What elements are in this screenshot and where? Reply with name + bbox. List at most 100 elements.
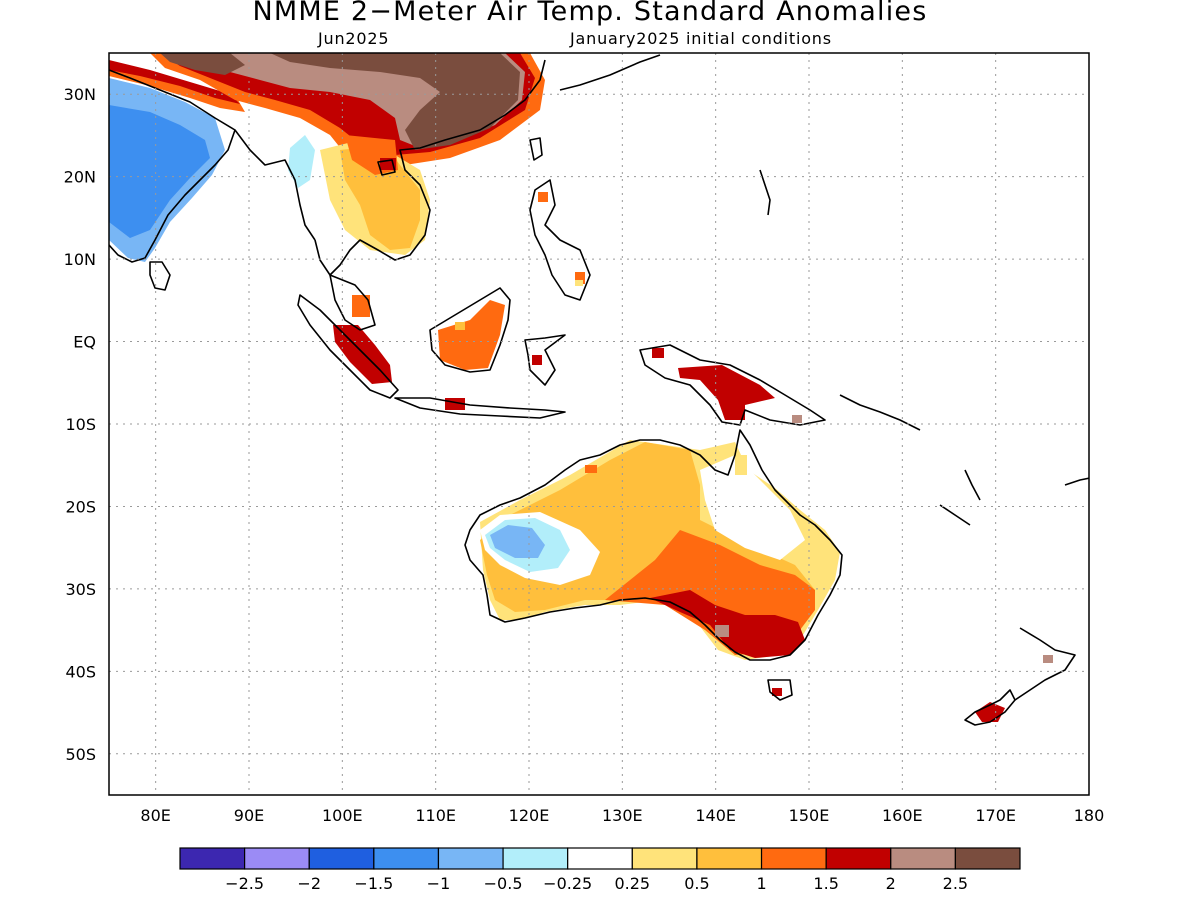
new-guinea-tan-cell [792, 415, 802, 423]
axis-labels: 80E 90E 100E 110E 120E 130E 140E 150E 160E 170E 18… [64, 85, 1105, 825]
china-brown-area [270, 53, 520, 150]
colorbar-label: 0.25 [614, 874, 650, 893]
mindanao-warm-cell [575, 272, 585, 284]
philippines-coast [529, 179, 591, 301]
china-brown-west [160, 53, 245, 75]
colorbar-label: −1.5 [354, 874, 393, 893]
borneo-light-cell [455, 322, 465, 330]
sri-lanka-coast [149, 261, 171, 291]
myanmar-cold-pocket [288, 135, 315, 188]
new-caledonia-coast [939, 504, 971, 526]
borneo-warm-area [438, 300, 505, 370]
colorbar-label: 2 [886, 874, 896, 893]
mariana-islands [759, 169, 771, 216]
colorbar-swatch [567, 847, 633, 870]
lon-tick-label: 130E [602, 806, 643, 825]
lon-tick-label: 150E [789, 806, 830, 825]
tasmania-coast [767, 679, 793, 701]
fiji-coast [1064, 477, 1089, 486]
nz-south-coast [964, 689, 1016, 726]
lon-tick-label: 140E [695, 806, 736, 825]
new-guinea-warm-area [678, 365, 775, 420]
initial-conditions-label: January2025 initial conditions [570, 29, 832, 48]
lat-tick-label: 40S [65, 662, 96, 681]
luzon-warm-cell [538, 192, 548, 202]
sulawesi-coast [524, 334, 566, 386]
colorbar-swatch [308, 847, 375, 870]
lon-tick-label: 90E [234, 806, 264, 825]
lon-tick-label: 160E [882, 806, 923, 825]
colorbar-swatch [696, 847, 763, 870]
lat-tick-label: 50S [65, 745, 96, 764]
colorbar-swatch [437, 847, 504, 870]
colorbar-swatch [179, 847, 246, 870]
lat-tick-label: 10N [64, 250, 96, 269]
hainan-coast [377, 159, 396, 176]
forecast-month-label: Jun2025 [318, 29, 390, 48]
lon-tick-label: 170E [975, 806, 1016, 825]
colorbar-label: 1.5 [813, 874, 838, 893]
colorbar-label: 1 [756, 874, 766, 893]
coastlines [109, 54, 1089, 726]
india-coast [109, 69, 236, 263]
australia-tan-cell [715, 625, 729, 637]
malaya-warm-cell [352, 295, 370, 317]
sumatra-coast [297, 294, 399, 399]
sumatra-warm-area [333, 325, 392, 384]
australia-red-southeast [650, 590, 805, 658]
colorbar-swatch [373, 847, 440, 870]
sulawesi-warm-cell [532, 355, 542, 365]
taiwan-coast [529, 137, 543, 161]
anomaly-fields [109, 53, 1053, 722]
colorbar-label: 2.5 [943, 874, 968, 893]
new-guinea-west-cell [652, 348, 664, 358]
colorbar-label: −1 [427, 874, 451, 893]
australia-east-neutral [700, 455, 805, 560]
lon-tick-label: 80E [140, 806, 170, 825]
colorbar-swatch [890, 847, 956, 870]
java-coast [394, 397, 566, 419]
indochina-orange [340, 145, 420, 250]
map-title: NMME 2−Meter Air Temp. Standard Anomalie… [252, 0, 928, 27]
colorbar-label: −0.5 [484, 874, 523, 893]
colorbar-swatch [502, 847, 569, 870]
japan-ryukyu-coast [559, 54, 661, 91]
australia-west-cold-core [490, 525, 545, 558]
colorbar-swatch [760, 847, 827, 870]
lat-tick-label: 20N [64, 168, 96, 187]
map-frame [108, 52, 1090, 796]
lon-tick-label: 100E [322, 806, 363, 825]
colorbar: −2.5 −2 −1.5 −1 −0.5 −0.25 0.25 0.5 1 1.5 2 2.5 [179, 847, 1021, 893]
india-core-cold [109, 105, 210, 238]
borneo-coast [429, 287, 511, 373]
himalaya-red-band [109, 60, 240, 104]
colorbar-swatch [244, 847, 310, 870]
lat-tick-label: 30N [64, 85, 96, 104]
cape-york-light-cell [735, 455, 747, 475]
lat-tick-label: 10S [65, 415, 96, 434]
colorbar-swatch [825, 847, 892, 870]
graticule [109, 53, 1089, 795]
solomon-islands-coast [839, 394, 921, 431]
nz-north-coast [1014, 627, 1076, 701]
australia-coast [464, 429, 843, 661]
new-guinea-coast [639, 344, 826, 426]
vanuatu-coast [964, 469, 981, 501]
indochina-coast [314, 59, 546, 276]
lon-tick-label: 120E [509, 806, 550, 825]
mindanao-light-cell [575, 280, 583, 286]
lat-tick-label: EQ [73, 333, 96, 352]
colorbar-label: −2.5 [225, 874, 264, 893]
colorbar-label: −0.25 [543, 874, 592, 893]
lat-tick-label: 30S [65, 580, 96, 599]
bangladesh-myanmar-coast [234, 129, 316, 241]
lat-tick-label: 20S [65, 497, 96, 516]
colorbar-label: 0.5 [684, 874, 709, 893]
nz-north-tan-cell [1043, 655, 1053, 663]
lon-tick-label: 180 [1074, 806, 1105, 825]
colorbar-swatch [631, 847, 698, 870]
tasmania-warm-cell [772, 688, 782, 696]
lon-tick-label: 110E [415, 806, 456, 825]
malay-peninsula-coast [329, 274, 376, 331]
